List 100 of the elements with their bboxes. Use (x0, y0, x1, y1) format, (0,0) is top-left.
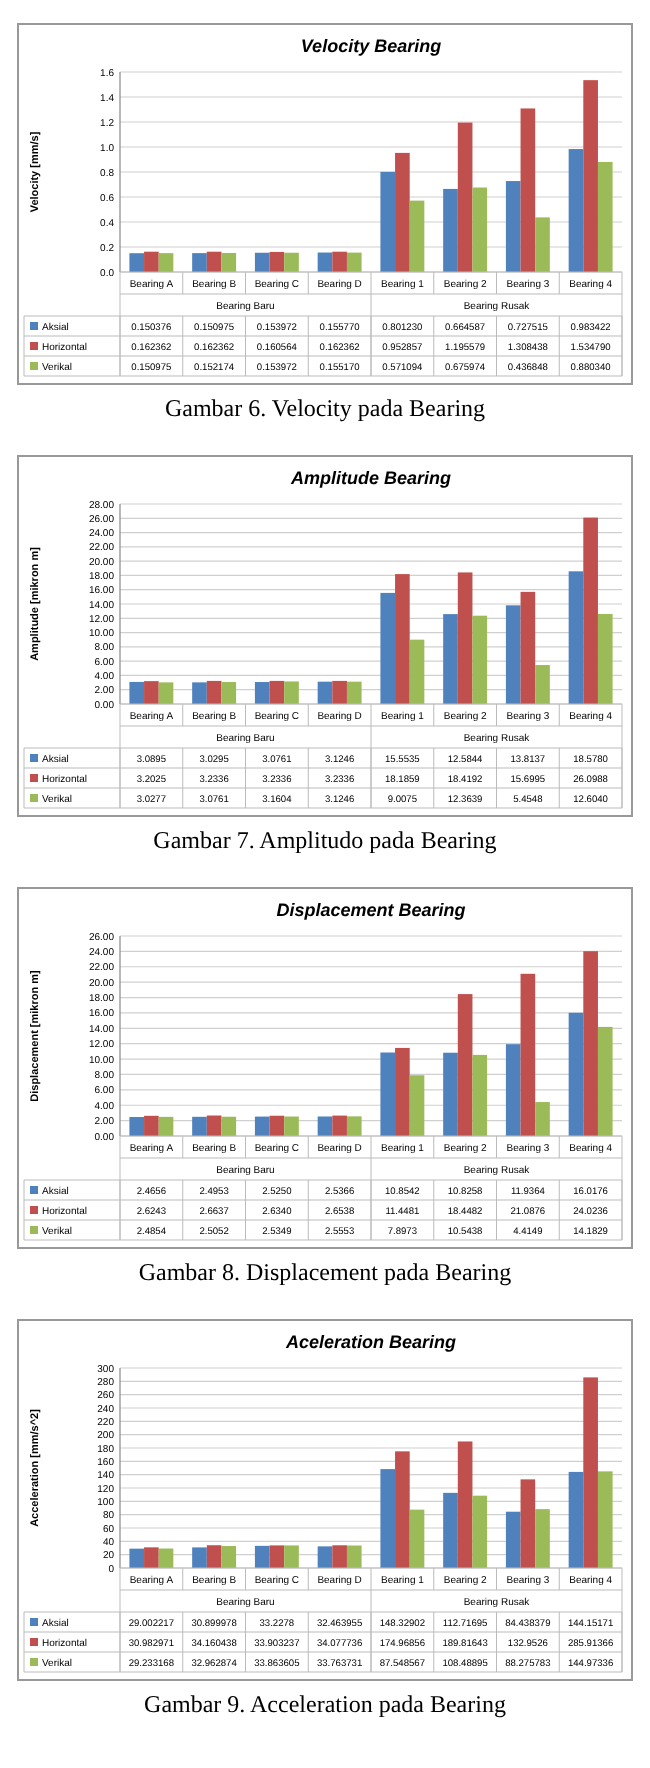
bar (317, 1116, 333, 1136)
bar (380, 171, 396, 272)
bar (269, 680, 285, 704)
bar (409, 200, 425, 272)
bar (535, 217, 550, 272)
bar (443, 188, 458, 272)
bar (192, 253, 207, 272)
bar (284, 252, 299, 272)
bar (206, 251, 222, 272)
bar (520, 108, 536, 272)
bar (158, 682, 174, 704)
bar (583, 951, 598, 1136)
bar (443, 614, 458, 704)
bar (192, 1116, 207, 1136)
bar (409, 1509, 425, 1568)
bar (144, 1115, 159, 1136)
bar (129, 253, 145, 272)
bar (144, 1547, 159, 1568)
bar (568, 571, 584, 704)
bar (597, 613, 613, 704)
bar (505, 1511, 521, 1568)
bar (395, 152, 410, 272)
bar (472, 187, 488, 272)
bar (129, 1548, 145, 1568)
bar (520, 591, 536, 704)
bar (221, 1116, 237, 1136)
bar (568, 149, 584, 272)
bar (221, 1546, 237, 1568)
bar (380, 592, 396, 704)
bar (144, 251, 159, 272)
bar (332, 680, 347, 704)
bar (535, 1102, 550, 1136)
bar (144, 681, 159, 704)
bar (395, 1047, 410, 1136)
bar (269, 251, 285, 272)
bar (535, 1509, 550, 1568)
bar (409, 639, 425, 704)
chart-title: Aceleration Bearing (283, 1332, 458, 1352)
bar (346, 1116, 362, 1136)
bar (129, 1117, 145, 1136)
bar (568, 1012, 584, 1136)
bar (457, 122, 473, 272)
bar (443, 1052, 458, 1136)
bar (409, 1075, 425, 1136)
chart-title: Velocity Bearing (300, 36, 443, 56)
bar (317, 1546, 333, 1568)
bar (346, 681, 362, 704)
bar (395, 574, 410, 704)
bar (346, 252, 362, 272)
bar (505, 181, 521, 272)
bar (597, 161, 613, 272)
bar (597, 1026, 613, 1136)
bar (443, 1492, 458, 1568)
bar (269, 1115, 285, 1136)
bar (221, 252, 237, 272)
bar (269, 1545, 285, 1568)
bar (284, 681, 299, 704)
bar (380, 1052, 396, 1136)
bar (332, 251, 347, 272)
bar (472, 1495, 488, 1568)
bar (457, 572, 473, 704)
bar (472, 615, 488, 704)
bar (505, 605, 521, 704)
bar (457, 994, 473, 1136)
bar (192, 682, 207, 704)
text: Gambar 9. Acceleration pada Bearing (144, 1690, 506, 1718)
bar (583, 80, 598, 272)
bar (317, 681, 333, 704)
text: Gambar 7. Amplitudo pada Bearing (153, 826, 497, 854)
bar (472, 1054, 488, 1136)
bar (520, 973, 536, 1136)
bar (206, 680, 222, 704)
bar (332, 1545, 347, 1568)
bar (129, 681, 145, 704)
bar (192, 1547, 207, 1568)
bar (395, 1451, 410, 1568)
bar (254, 252, 270, 272)
bar (254, 682, 270, 704)
bar (284, 1116, 299, 1136)
bar (221, 682, 237, 704)
bar (346, 1545, 362, 1568)
bar (206, 1545, 222, 1568)
bar (520, 1479, 536, 1568)
bar (158, 1116, 174, 1136)
text: Gambar 8. Displacement pada Bearing (138, 1258, 512, 1286)
bar (254, 1545, 270, 1568)
bar (597, 1471, 613, 1568)
bar (254, 1116, 270, 1136)
bar (535, 665, 550, 704)
bar (583, 1377, 598, 1568)
text: Gambar 6. Velocity pada Bearing (164, 394, 486, 422)
bar (332, 1115, 347, 1136)
bar (457, 1441, 473, 1568)
bar (568, 1471, 584, 1568)
bar (380, 1469, 396, 1568)
bar (284, 1545, 299, 1568)
bar (583, 517, 598, 704)
chart-title: Amplitude Bearing (288, 468, 452, 488)
chart-title: Displacement Bearing (276, 900, 467, 920)
bar (158, 253, 174, 272)
